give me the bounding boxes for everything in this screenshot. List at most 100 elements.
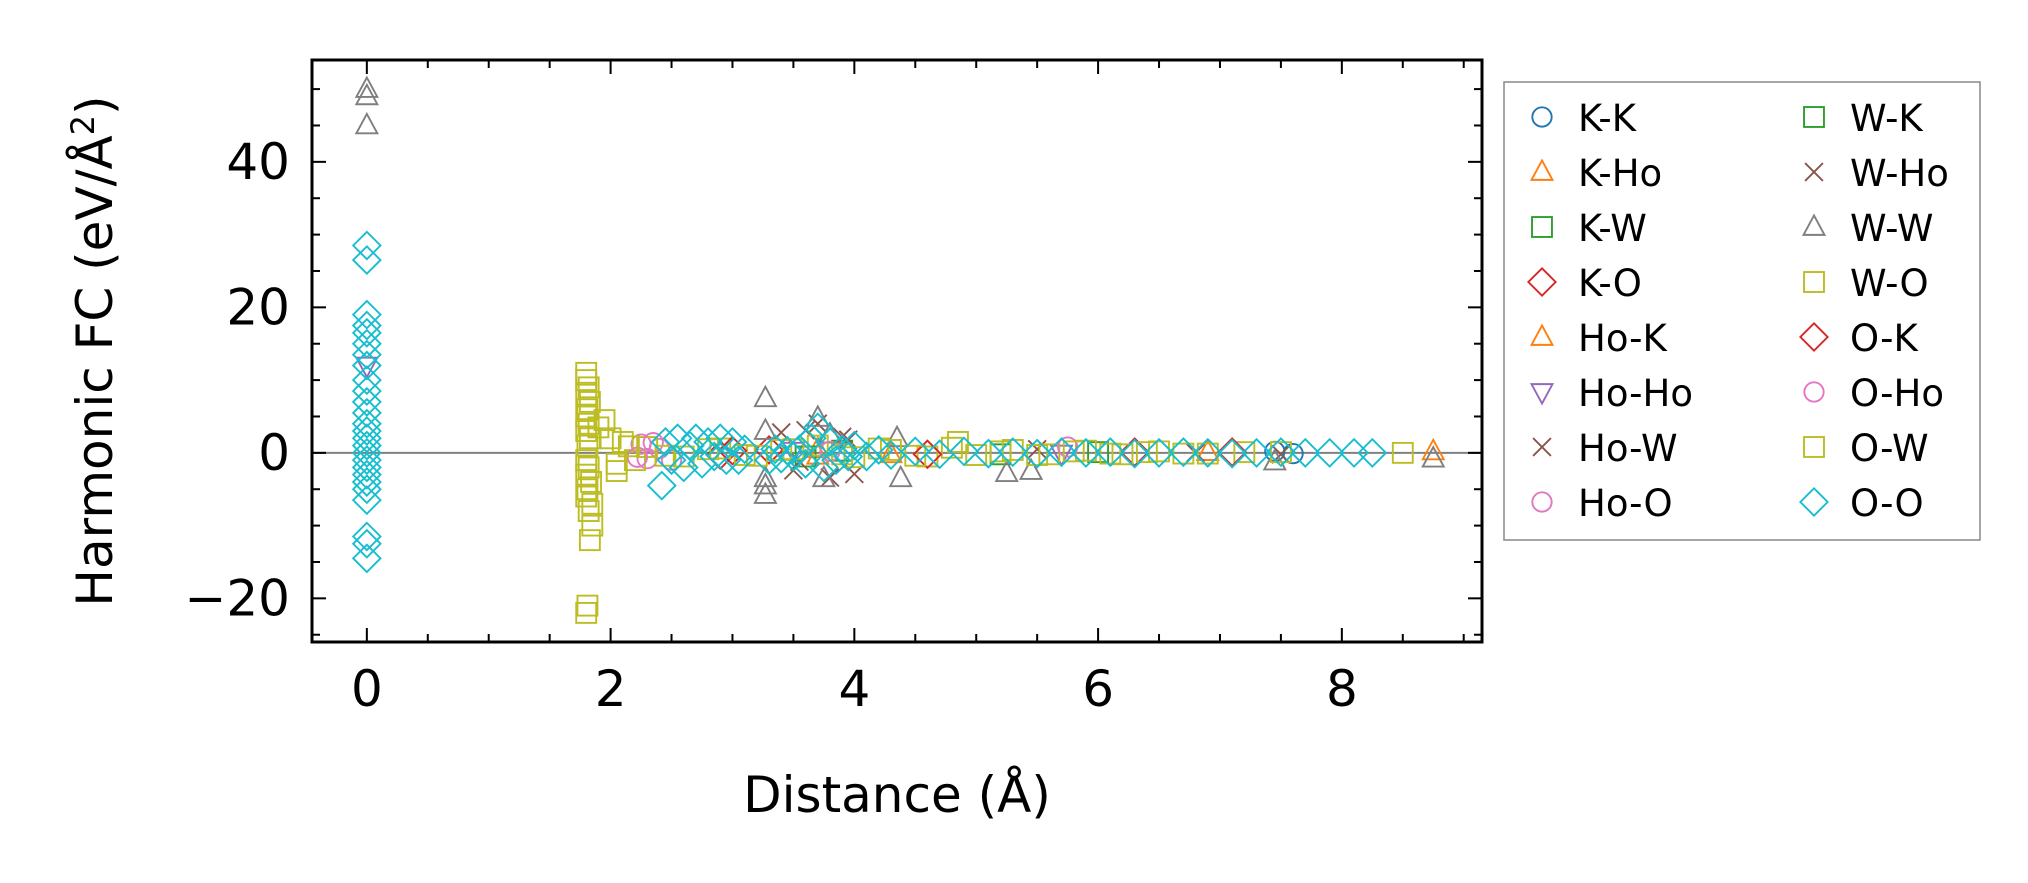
legend-label: O-K — [1850, 317, 1920, 360]
data-point — [577, 456, 600, 479]
data-point — [575, 369, 598, 392]
data-point — [1357, 437, 1388, 468]
data-point — [580, 471, 603, 493]
data-point — [1119, 437, 1150, 468]
data-point — [851, 441, 882, 472]
legend-marker — [1799, 322, 1829, 352]
legend-label: Ho-O — [1578, 482, 1673, 525]
data-point — [1027, 439, 1047, 459]
legend-entry: W-Ho — [1804, 152, 1949, 195]
data-point — [1022, 438, 1053, 469]
data-point — [575, 463, 598, 486]
data-point — [351, 485, 382, 516]
data-point — [723, 445, 754, 476]
legend-entry: O-K — [1799, 317, 1920, 360]
data-point — [578, 529, 601, 552]
legend-entry: K-Ho — [1529, 152, 1662, 195]
legend-marker — [1801, 213, 1827, 236]
data-point — [674, 430, 705, 461]
legend-label: W-W — [1850, 207, 1934, 250]
data-point — [668, 452, 699, 483]
legend-entry: O-Ho — [1803, 372, 1944, 415]
x-tick-label: 0 — [351, 660, 383, 718]
data-point — [650, 426, 681, 457]
y-tick-label: −20 — [184, 569, 290, 627]
data-point — [1148, 440, 1170, 463]
legend-marker — [1532, 437, 1552, 457]
data-point — [1038, 443, 1061, 466]
legend-label: Ho-K — [1578, 317, 1668, 360]
data-point — [351, 423, 382, 454]
data-point — [351, 474, 382, 505]
data-point — [947, 431, 969, 453]
data-point — [949, 436, 980, 467]
data-point — [753, 481, 778, 504]
data-point — [1144, 437, 1175, 468]
data-point — [1217, 438, 1248, 469]
data-point — [1070, 437, 1101, 468]
data-point — [351, 521, 382, 552]
plot-frame — [310, 58, 1484, 644]
data-point — [351, 386, 382, 417]
data-point — [1265, 437, 1296, 468]
legend-marker — [1527, 267, 1557, 297]
data-point — [1111, 443, 1134, 466]
data-point — [916, 445, 939, 468]
data-point — [672, 445, 695, 468]
legend-marker — [1803, 381, 1825, 403]
data-point — [1195, 438, 1220, 461]
legend-label: K-K — [1578, 97, 1638, 140]
legend: K-K K-Ho K-W K-O Ho-K Ho-Ho Ho-W Ho-O W-K W-Ho W-W… — [1503, 81, 1981, 541]
legend-entry: Ho-W — [1532, 427, 1678, 470]
data-point — [1001, 439, 1024, 461]
data-point — [576, 594, 599, 617]
legend-entry: Ho-K — [1529, 317, 1668, 360]
series-o-o — [351, 230, 1388, 574]
data-point — [900, 436, 931, 467]
x-tick-label: 4 — [838, 660, 870, 718]
legend-entry: W-O — [1803, 262, 1929, 305]
data-point — [1217, 437, 1248, 468]
data-point — [351, 445, 382, 476]
data-point — [1095, 437, 1126, 468]
legend-entry: W-K — [1803, 97, 1924, 140]
y-axis-label-end: ) — [66, 95, 124, 115]
data-point — [1087, 441, 1110, 464]
data-point — [729, 434, 760, 465]
data-point — [687, 448, 717, 479]
data-point — [351, 528, 382, 559]
data-point — [821, 445, 852, 476]
data-point — [875, 440, 906, 471]
data-point — [654, 444, 677, 467]
data-point — [351, 310, 382, 341]
legend-entry: O-O — [1799, 482, 1924, 525]
legend-label: W-Ho — [1850, 152, 1949, 195]
data-point — [796, 423, 827, 454]
data-point — [1192, 437, 1223, 468]
data-point — [605, 452, 628, 475]
data-point — [351, 459, 382, 490]
data-point — [577, 376, 600, 399]
legend-label: O-O — [1850, 482, 1924, 525]
data-point — [1314, 437, 1345, 468]
data-point — [351, 339, 382, 370]
data-point — [351, 245, 382, 276]
data-point — [753, 472, 778, 495]
data-point — [605, 460, 628, 482]
legend-entry: K-W — [1531, 207, 1647, 250]
legend-marker — [1531, 491, 1553, 513]
x-axis-label: Distance (Å) — [743, 766, 1051, 824]
data-point — [1135, 441, 1158, 464]
data-point — [1421, 445, 1446, 468]
data-point — [805, 404, 830, 427]
data-point — [354, 111, 379, 135]
data-point — [642, 432, 664, 454]
data-point — [575, 601, 598, 624]
legend-marker — [1799, 487, 1829, 517]
legend-label: K-W — [1578, 207, 1647, 250]
data-point — [578, 391, 601, 413]
data-point — [1391, 441, 1414, 464]
data-point — [753, 417, 778, 440]
data-point — [879, 439, 902, 461]
data-point — [576, 434, 599, 457]
